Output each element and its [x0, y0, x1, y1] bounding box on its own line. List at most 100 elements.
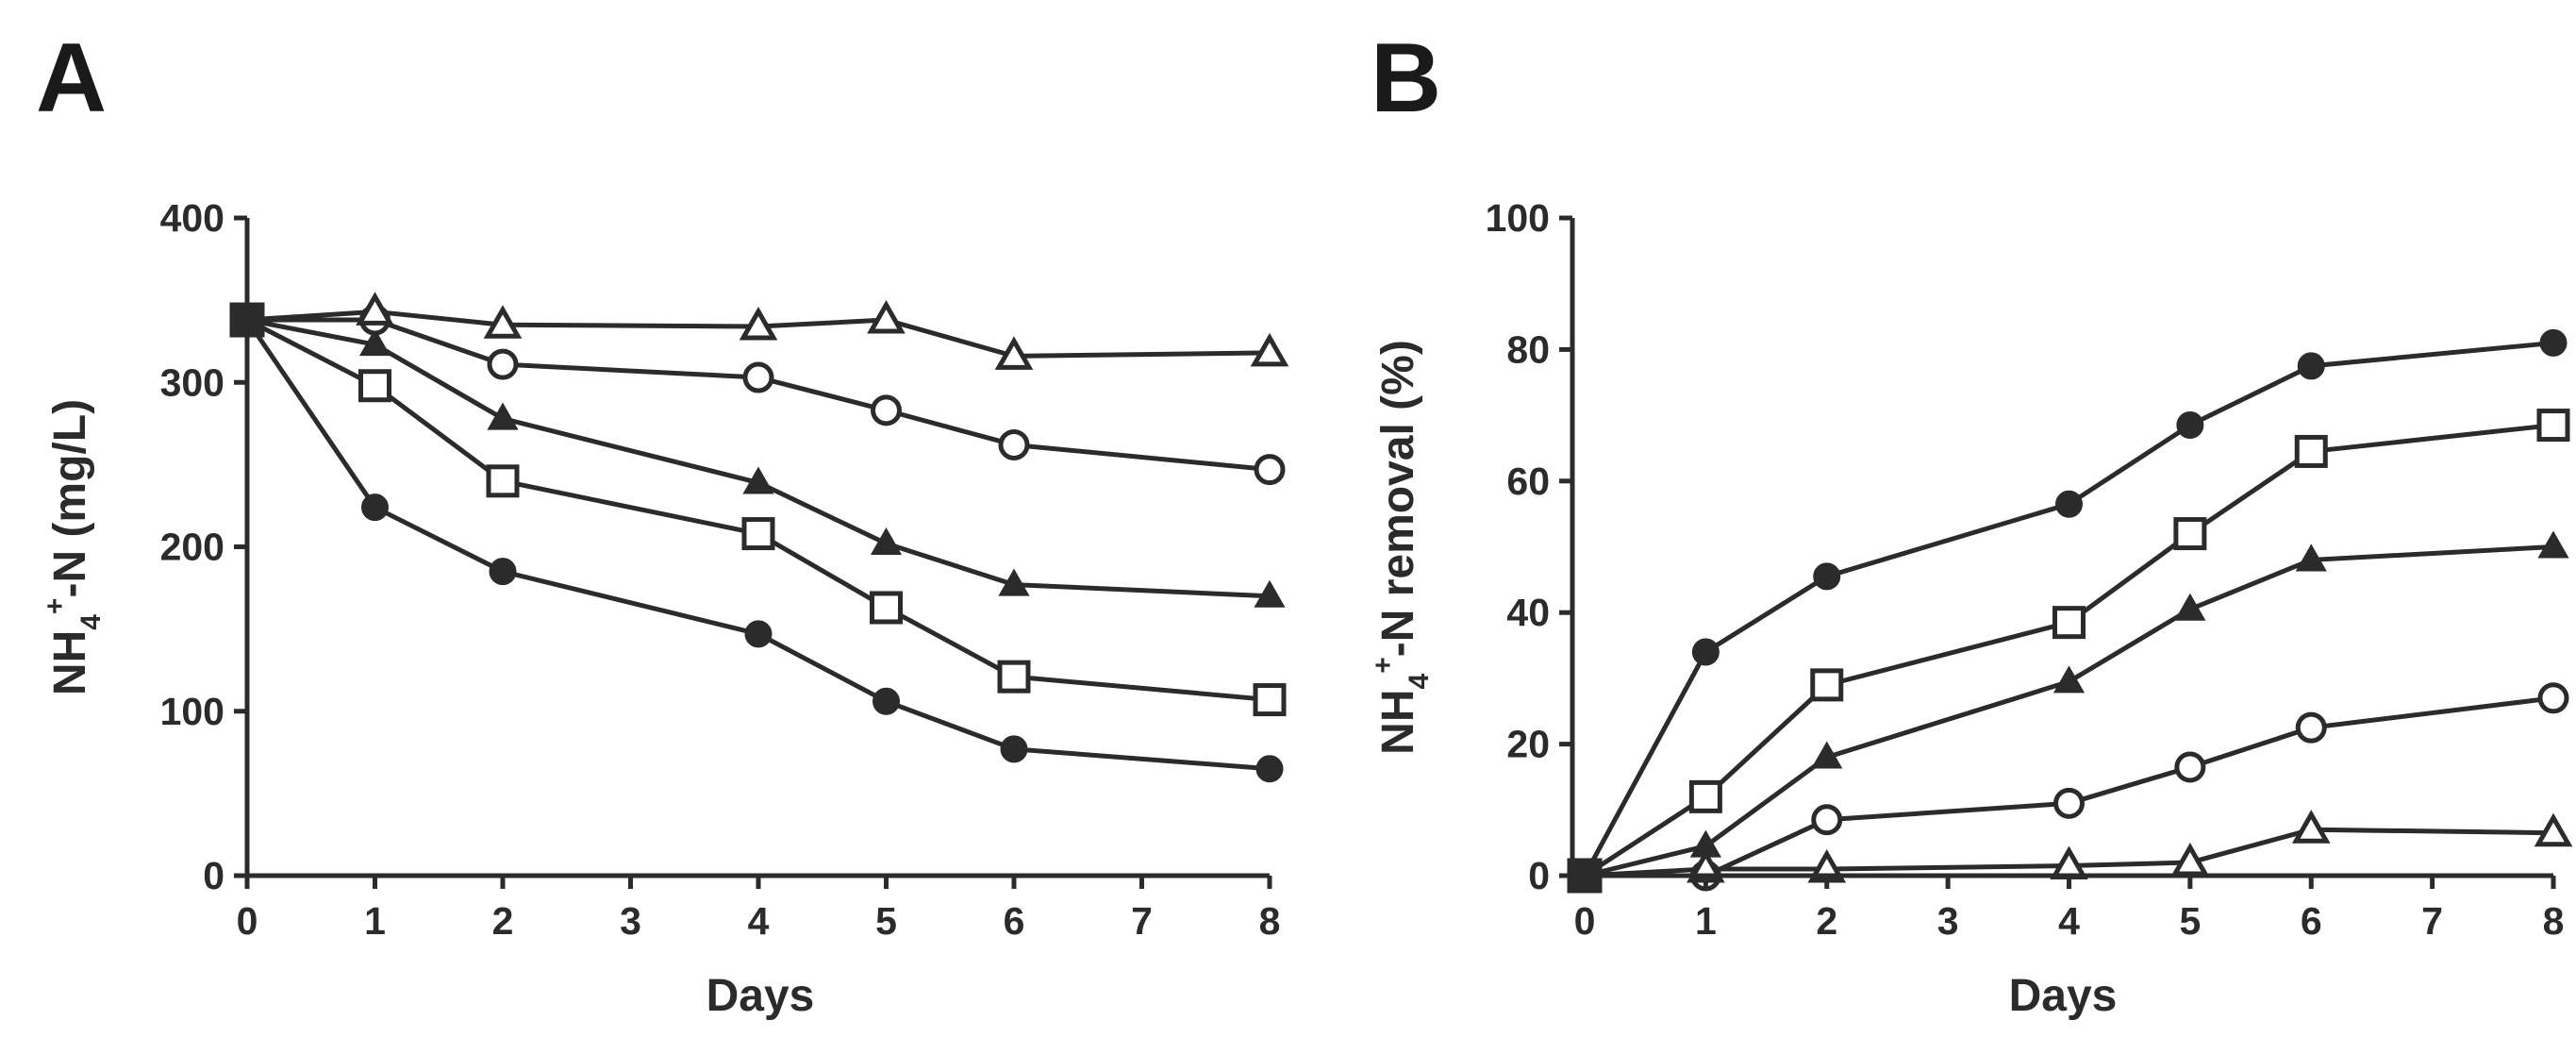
panel-b-point-open-square [1810, 668, 1844, 702]
panel-b-point-filled-circle [2176, 411, 2204, 440]
panel-a-point-open-triangle [867, 299, 906, 334]
panel-a-x-tick-label: 1 [364, 899, 386, 943]
panel-b-y-tick-label: 80 [1506, 327, 1550, 371]
panel-a-point-open-square [741, 517, 775, 551]
panel-b-x-tick-label: 8 [2543, 899, 2565, 943]
panel-b-point-open-square [2173, 517, 2207, 551]
panel-b-axes [1570, 218, 2553, 878]
panel-a-point-open-triangle [483, 305, 523, 339]
panel-a-point-filled-triangle [998, 568, 1030, 596]
panel-a-x-tick-label: 7 [1131, 899, 1153, 943]
panel-b-point-open-square [2294, 434, 2328, 468]
panel-a-point-open-square [358, 369, 391, 403]
panel-a-x-tick-label: 2 [492, 899, 514, 943]
panel-b-y-axis-title: NH4 +-N removal (%) [1368, 340, 1435, 755]
panel-b-y-title-sub: 4 [1404, 673, 1435, 689]
panel-b-point-filled-triangle [2537, 530, 2569, 559]
panel-b-x-tick-label: 4 [2058, 899, 2080, 943]
panel-b-point-filled-triangle [2174, 593, 2206, 621]
panel-b-point-open-circle [2174, 751, 2206, 783]
panel-a-y-title-base: NH [45, 630, 95, 695]
panel-b-label: B [1371, 24, 1441, 133]
panel-b-ticks: 0 20 40 60 80 100 0 1 2 3 4 5 6 7 8 [1486, 196, 2565, 943]
panel-b-x-tick-label: 5 [2179, 899, 2201, 943]
panel-a-y-tick-label: 100 [160, 690, 224, 733]
panel-b-point-filled-triangle [1811, 741, 1843, 769]
panel-a-y-tick-label: 300 [160, 360, 224, 404]
panel-a-point-filled-circle [1255, 755, 1284, 783]
panel-b-point-open-circle [2053, 787, 2085, 819]
panel-a-y-tick-label: 200 [160, 526, 224, 569]
panel-a-point-filled-circle [873, 687, 900, 715]
panel-b-point-open-square [2052, 606, 2086, 640]
panel-a-point-open-triangle [739, 306, 778, 341]
panel-a-y-title-sub: 4 [75, 614, 107, 630]
panel-b-y-tick-label: 0 [1528, 854, 1550, 897]
panel-b-point-filled-circle [2297, 352, 2325, 380]
panel-a-x-tick-label: 0 [237, 899, 258, 943]
panel-b-point-filled-triangle [2295, 544, 2327, 572]
panel-a-x-axis-title: Days [706, 971, 815, 1021]
panel-b-y-tick-label: 40 [1506, 591, 1550, 634]
panel-b-point-open-triangle [2291, 810, 2331, 844]
panel-a-x-tick-label: 3 [620, 899, 641, 943]
panel-b-y-title-rest: -N removal (%) [1373, 340, 1423, 657]
panel-a-point-open-square [997, 660, 1031, 694]
panel-b-y-title-base: NH [1373, 689, 1423, 754]
panel-a-x-tick-label: 4 [748, 899, 770, 943]
panel-b-x-axis-title: Days [2009, 971, 2118, 1021]
panel-a-x-tick-label: 5 [875, 899, 897, 943]
panel-a-series-line-open-circle [247, 317, 1271, 473]
panel-a-x-tick-label: 6 [1004, 899, 1025, 943]
panel-a-point-open-triangle [1250, 332, 1289, 367]
panel-b-marks [1567, 328, 2573, 894]
panel-b-x-tick-label: 2 [1816, 899, 1837, 943]
panel-a-point-open-circle [998, 428, 1030, 460]
panel-a-y-axis-title: NH4+-N (mg/L) [40, 399, 107, 695]
panel-a-point-filled-triangle [358, 328, 391, 357]
panel-a-point-open-circle [871, 394, 902, 427]
panel-a-point-open-circle [742, 361, 774, 393]
panel-a-y-title-rest: -N (mg/L) [45, 399, 95, 598]
panel-a-label: A [36, 24, 107, 133]
panel-a-point-open-circle [487, 348, 519, 380]
panel-b-point-open-square [2536, 409, 2570, 443]
panel-a-ticks: 0 100 200 300 400 0 1 2 3 4 5 6 7 8 [160, 196, 1281, 943]
panel-b-point-open-square [1688, 779, 1722, 813]
panel-b-point-filled-circle [2539, 328, 2568, 357]
panel-b-x-tick-label: 1 [1695, 899, 1717, 943]
panel-b-series-line-filled-triangle [1584, 544, 2554, 878]
panel-a-point-open-triangle [356, 292, 394, 326]
panel-b-point-open-circle [2537, 682, 2569, 714]
panel-a-point-open-square [486, 464, 520, 498]
panel-a-series-line-filled-triangle [246, 317, 1271, 599]
panel-b-y-tick-label: 100 [1486, 196, 1550, 240]
panel-b-point-open-circle [1811, 804, 1843, 836]
panel-b-x-tick-label: 0 [1574, 899, 1596, 943]
panel-a-point-filled-circle [489, 558, 517, 586]
panel-a-point-open-square [1253, 683, 1287, 717]
panel-b-x-tick-label: 7 [2421, 899, 2443, 943]
panel-a-y-tick-label: 0 [203, 854, 224, 897]
panel-b-point-filled-triangle [2052, 665, 2086, 694]
panel-a-x-tick-label: 8 [1259, 899, 1281, 943]
panel-a-point-open-square [870, 591, 903, 625]
panel-a-point-filled-circle [361, 493, 389, 522]
panel-b-point-open-circle [2295, 711, 2327, 744]
panel-b-y-tick-label: 60 [1506, 460, 1550, 503]
panel-a-point-filled-triangle [870, 527, 903, 556]
panel-a-point-open-triangle [994, 336, 1034, 370]
panel-b-y-tick-label: 20 [1506, 723, 1550, 766]
panel-a-point-filled-triangle [1254, 579, 1286, 608]
panel-b-x-tick-label: 3 [1937, 899, 1959, 943]
panel-a-y-title-sup: + [40, 598, 71, 615]
panel-b: B 0 20 40 60 80 100 0 1 2 3 4 5 6 7 8 Days NH4+-N remo… [1368, 24, 2573, 1021]
panel-b-point-open-triangle [2534, 812, 2573, 847]
panel-a-marks [229, 292, 1289, 783]
panel-b-point-filled-circle [2055, 490, 2083, 518]
panel-a-point-filled-triangle [742, 466, 774, 494]
panel-b-x-tick-label: 6 [2301, 899, 2322, 943]
panel-a-y-tick-label: 400 [160, 196, 224, 240]
